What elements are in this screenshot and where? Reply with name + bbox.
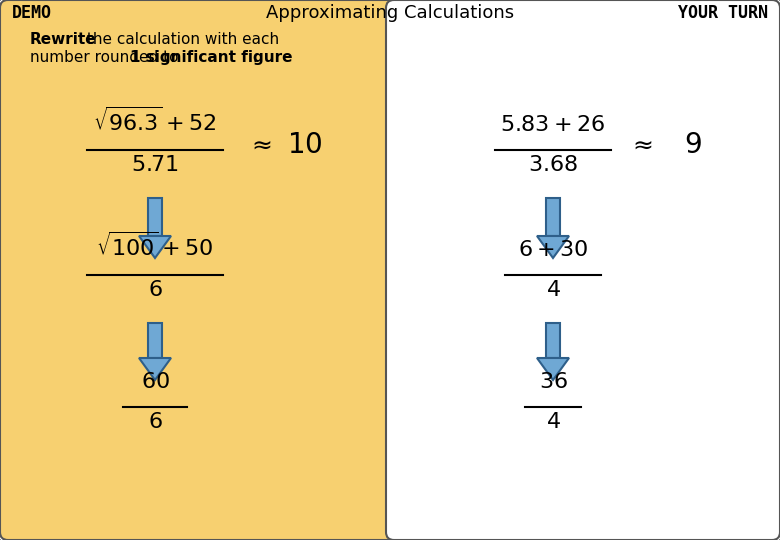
Polygon shape	[537, 358, 569, 380]
Text: $6$: $6$	[147, 280, 162, 300]
Text: $36$: $36$	[538, 372, 568, 392]
Text: Approximating Calculations: Approximating Calculations	[266, 4, 514, 22]
Text: $\sqrt{96.3} + 52$: $\sqrt{96.3} + 52$	[94, 106, 217, 135]
Text: DEMO: DEMO	[12, 4, 52, 22]
Text: number rounded to: number rounded to	[30, 50, 183, 65]
Text: $5.83 + 26$: $5.83 + 26$	[501, 115, 605, 135]
Text: $10$: $10$	[287, 131, 323, 159]
Text: $3.68$: $3.68$	[528, 155, 578, 175]
Text: $60$: $60$	[140, 372, 169, 392]
Polygon shape	[148, 198, 162, 236]
Text: $4$: $4$	[545, 280, 561, 300]
Text: $\sqrt{100} + 50$: $\sqrt{100} + 50$	[97, 232, 214, 260]
Polygon shape	[546, 198, 560, 236]
Polygon shape	[148, 323, 162, 358]
Text: the calculation with each: the calculation with each	[82, 32, 279, 47]
Text: $9$: $9$	[684, 131, 702, 159]
Text: $5.71$: $5.71$	[131, 155, 179, 175]
Text: $6 + 30$: $6 + 30$	[518, 240, 588, 260]
Text: $\approx$: $\approx$	[629, 133, 654, 157]
Text: Rewrite: Rewrite	[30, 32, 97, 47]
Polygon shape	[537, 236, 569, 258]
Polygon shape	[139, 236, 171, 258]
Polygon shape	[139, 358, 171, 380]
Text: $4$: $4$	[545, 412, 561, 432]
FancyBboxPatch shape	[386, 0, 780, 540]
Text: $\approx$: $\approx$	[247, 133, 272, 157]
Text: 1 significant figure: 1 significant figure	[130, 50, 292, 65]
FancyBboxPatch shape	[0, 0, 394, 540]
Text: $6$: $6$	[147, 412, 162, 432]
Polygon shape	[546, 323, 560, 358]
Text: YOUR TURN: YOUR TURN	[678, 4, 768, 22]
Text: .: .	[248, 50, 257, 65]
